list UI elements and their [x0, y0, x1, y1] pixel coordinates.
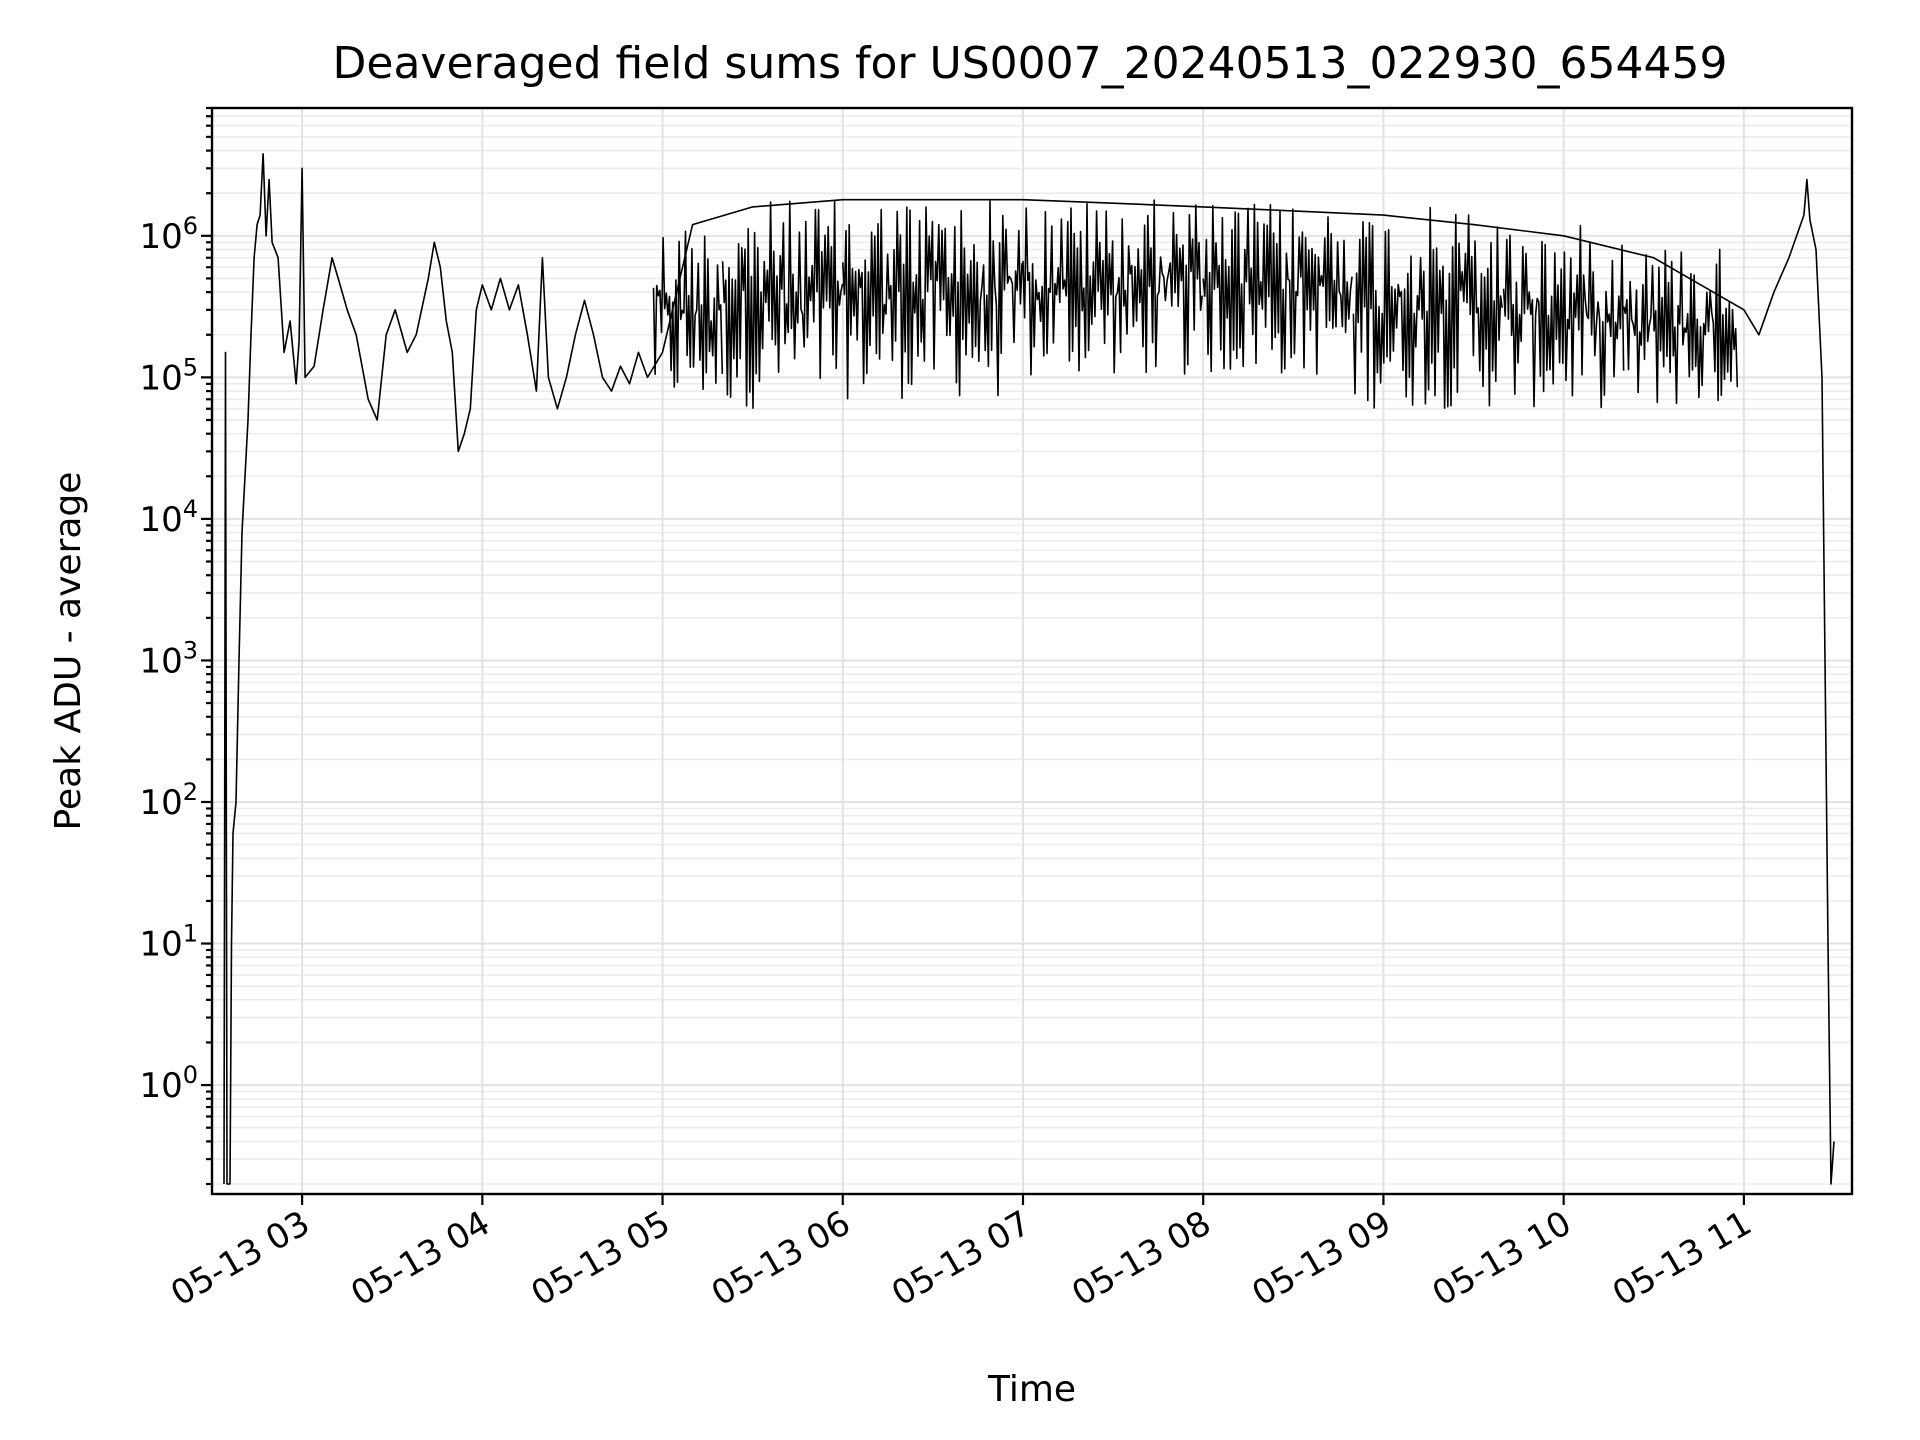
- series-layer: [223, 153, 1835, 1185]
- y-tick-label: 105: [139, 353, 198, 398]
- series-band-line: [1502, 224, 1625, 409]
- y-tick-label: 106: [139, 212, 198, 257]
- y-tick-label: 103: [139, 636, 198, 681]
- y-axis: 100 101 102 103 104 105 106: [139, 106, 212, 1186]
- y-tick-label: 102: [139, 778, 198, 823]
- plot-frame: [210, 106, 1854, 1196]
- y-tick-label: 104: [139, 495, 198, 540]
- series-band-line: [842, 200, 1023, 400]
- y-axis-label: Peak ADU - average: [48, 472, 89, 831]
- y-tick-label: 100: [139, 1061, 198, 1106]
- series-band-line: [1022, 199, 1203, 376]
- y-tick-label: 101: [139, 920, 198, 965]
- series-data: [223, 153, 1835, 1185]
- series-band-line: [721, 199, 844, 409]
- chart-title: Deaveraged field sums for US0007_2024051…: [333, 38, 1728, 89]
- series-band-line: [1622, 248, 1739, 405]
- grid: [212, 107, 1852, 1194]
- series-band-line: [1352, 206, 1503, 409]
- series-band-line: [1202, 203, 1353, 375]
- x-axis-label: Time: [987, 1369, 1076, 1410]
- series-line: [223, 153, 1835, 1185]
- series-band-line: [652, 230, 724, 390]
